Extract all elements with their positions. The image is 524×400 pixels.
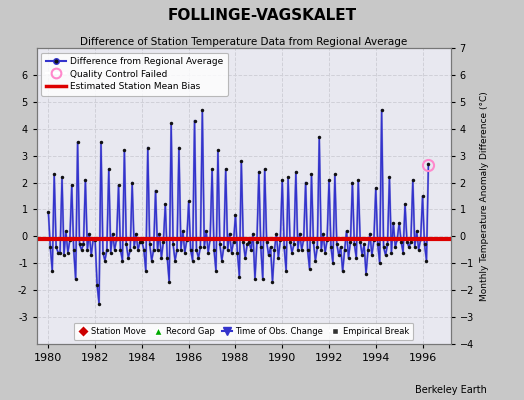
Legend: Station Move, Record Gap, Time of Obs. Change, Empirical Break: Station Move, Record Gap, Time of Obs. C… bbox=[74, 322, 413, 340]
Text: FOLLINGE-VAGSKALET: FOLLINGE-VAGSKALET bbox=[168, 8, 356, 23]
Title: Difference of Station Temperature Data from Regional Average: Difference of Station Temperature Data f… bbox=[80, 37, 407, 47]
Text: Berkeley Earth: Berkeley Earth bbox=[416, 385, 487, 395]
Y-axis label: Monthly Temperature Anomaly Difference (°C): Monthly Temperature Anomaly Difference (… bbox=[479, 91, 488, 301]
